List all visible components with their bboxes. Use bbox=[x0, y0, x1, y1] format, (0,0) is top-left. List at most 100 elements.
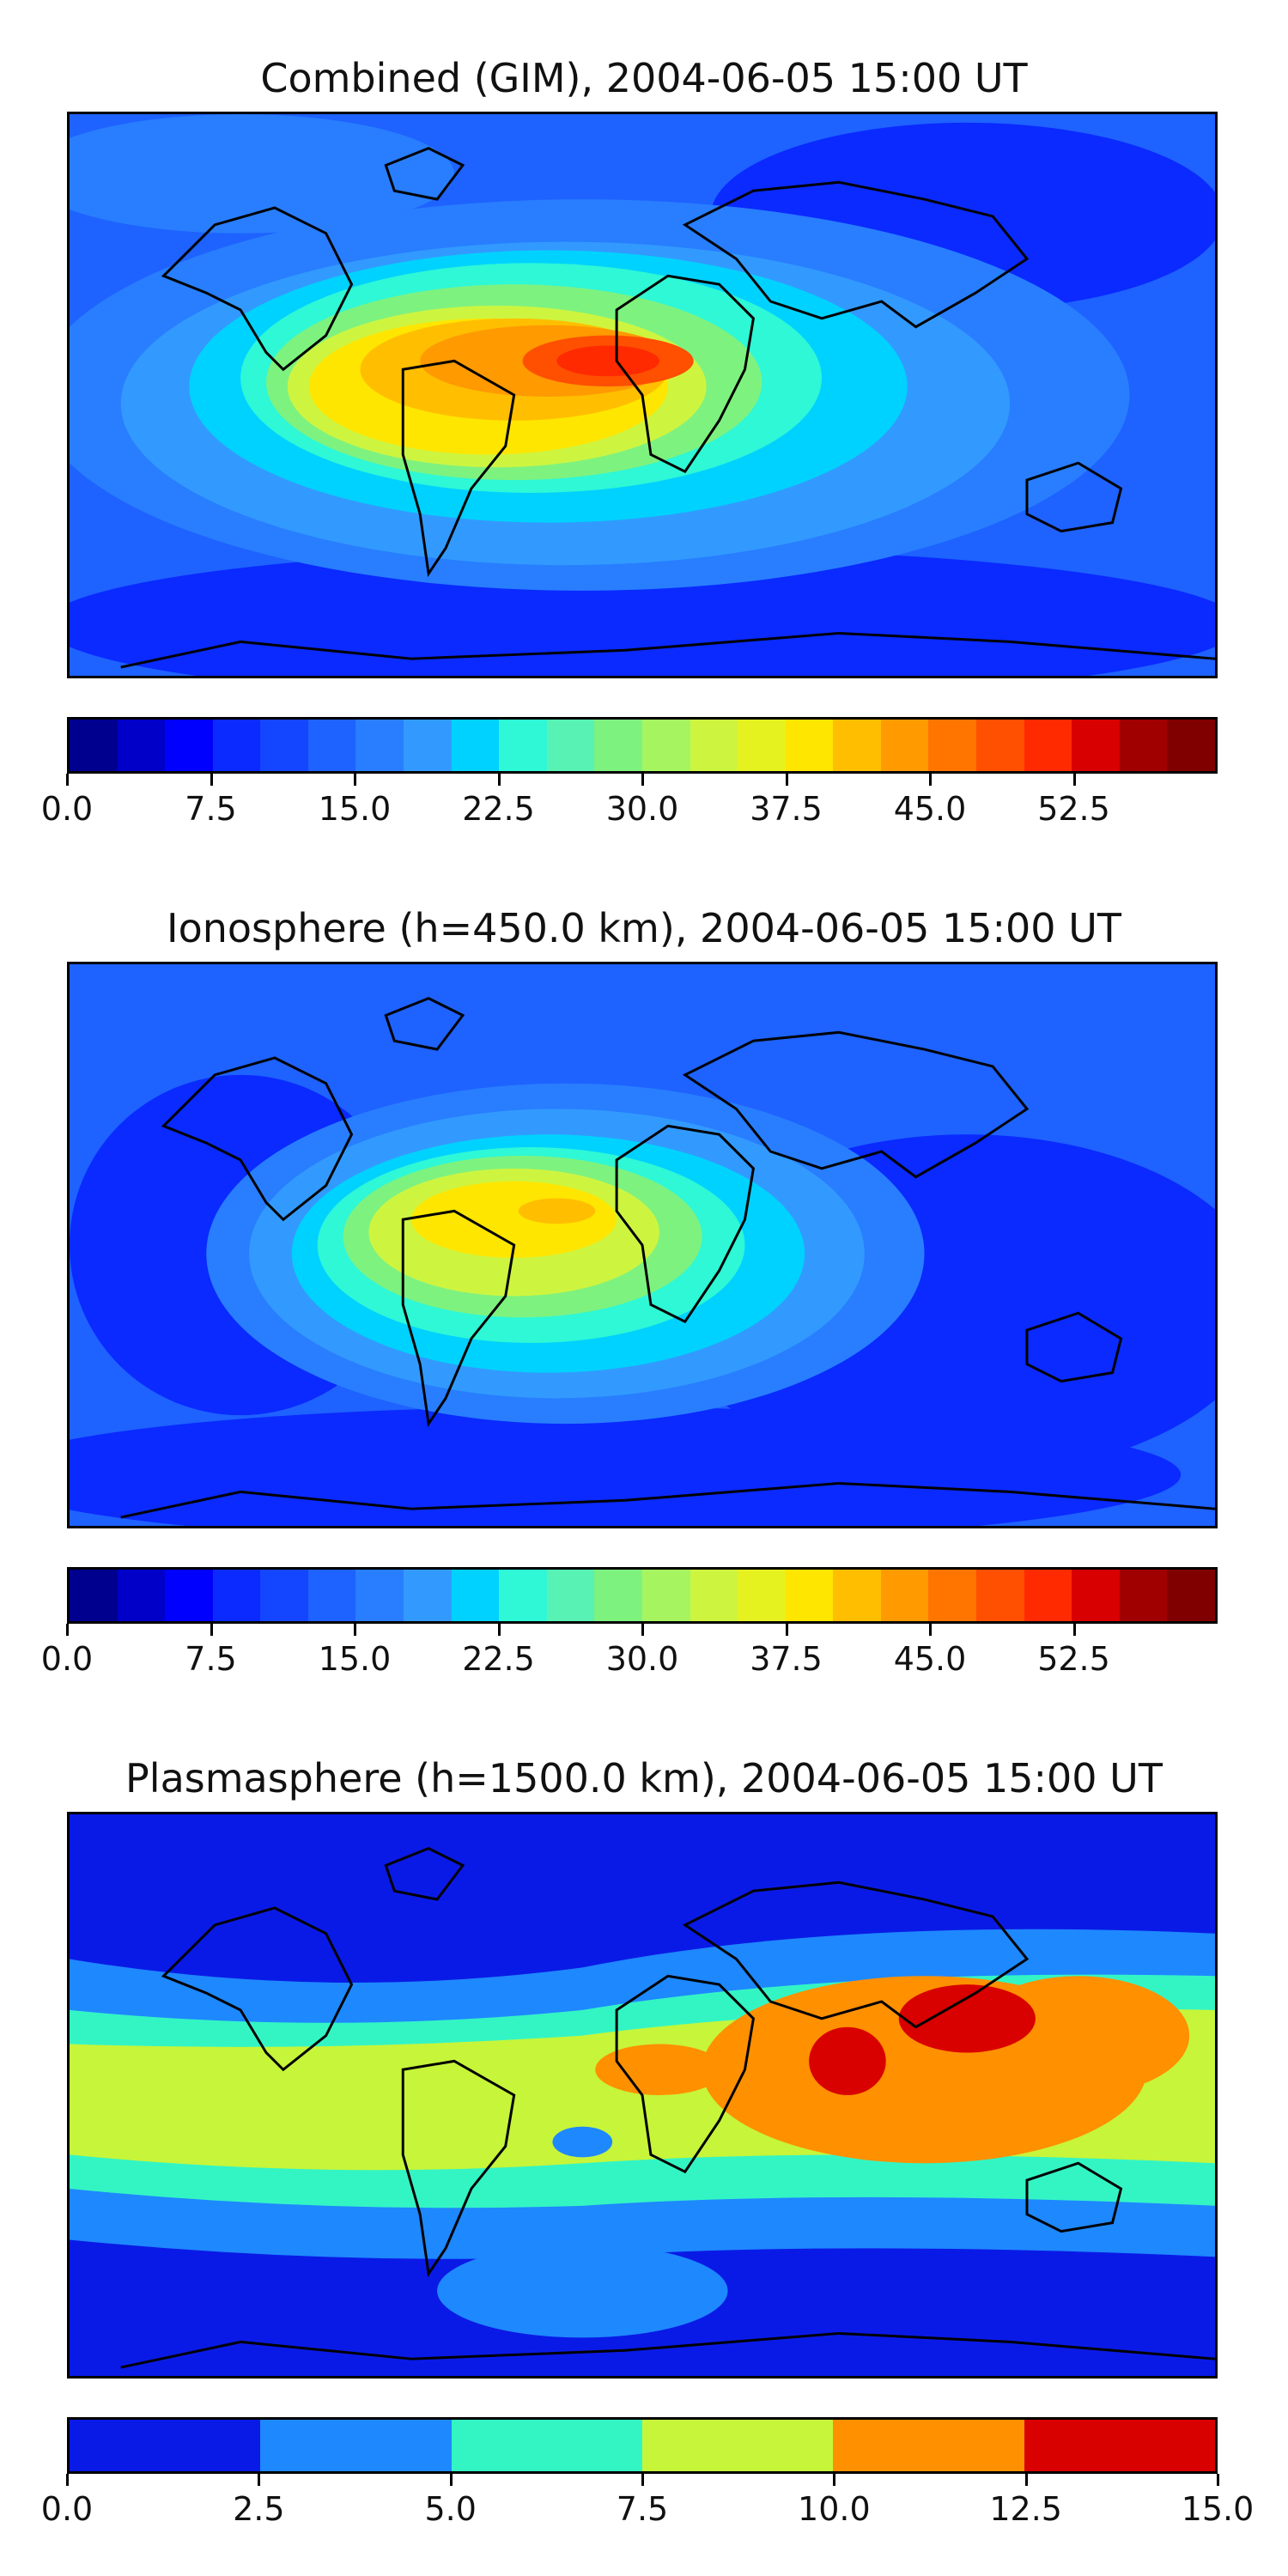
colorbar-tick-label: 37.5 bbox=[750, 790, 823, 828]
colorbar-swatch-4 bbox=[260, 1570, 308, 1621]
colorbar-tick-label: 0.0 bbox=[40, 790, 94, 828]
colorbar-tick bbox=[929, 774, 932, 786]
colorbar-swatch-5 bbox=[1024, 2420, 1215, 2471]
colorbar-tick bbox=[210, 774, 213, 786]
colorbar-tick-label: 52.5 bbox=[1037, 1640, 1110, 1678]
panel-1-title: Combined (GIM), 2004-06-05 15:00 UT bbox=[260, 55, 1028, 101]
colorbar-swatch-13 bbox=[690, 1570, 738, 1621]
colorbar-tick-label: 7.5 bbox=[185, 1640, 237, 1678]
colorbar-tick bbox=[354, 1624, 356, 1636]
colorbar-tick bbox=[258, 2474, 261, 2486]
colorbar-tick bbox=[66, 2474, 69, 2486]
colorbar-tick bbox=[497, 774, 501, 786]
colorbar-swatch-3 bbox=[641, 2420, 834, 2471]
colorbar-tick-label: 30.0 bbox=[605, 1640, 679, 1678]
colorbar-swatch-18 bbox=[928, 720, 976, 771]
colorbar-swatch-16 bbox=[833, 720, 881, 771]
colorbar-swatch-20 bbox=[1024, 720, 1072, 771]
colorbar-swatch-21 bbox=[1072, 1570, 1120, 1621]
panel-3-title: Plasmasphere (h=1500.0 km), 2004-06-05 1… bbox=[125, 1755, 1163, 1801]
colorbar-tick bbox=[66, 774, 69, 786]
colorbar-swatch-17 bbox=[880, 1570, 929, 1621]
colorbar-swatch-0 bbox=[70, 720, 118, 771]
colorbar-tick-label: 0.0 bbox=[40, 1640, 94, 1678]
colorbar-tick bbox=[66, 1624, 69, 1636]
colorbar-swatch-4 bbox=[260, 720, 308, 771]
colorbar-swatch-0 bbox=[70, 1570, 118, 1621]
colorbar-swatch-14 bbox=[738, 720, 786, 771]
colorbar-tick-label: 37.5 bbox=[750, 1640, 823, 1678]
colorbar-swatch-1 bbox=[117, 1570, 166, 1621]
colorbar-swatch-15 bbox=[785, 1570, 834, 1621]
colorbar-swatch-5 bbox=[307, 1570, 356, 1621]
colorbar-swatch-22 bbox=[1119, 1570, 1168, 1621]
colorbar-swatch-19 bbox=[975, 1570, 1024, 1621]
colorbar-tick-label: 15.0 bbox=[318, 1640, 392, 1678]
colorbar-tick bbox=[641, 2474, 644, 2486]
colorbar-tick bbox=[354, 774, 356, 786]
colorbar-tick bbox=[641, 774, 644, 786]
colorbar-swatch-1 bbox=[260, 2420, 452, 2471]
colorbar-swatch-0 bbox=[70, 2420, 261, 2471]
colorbar-tick-label: 22.5 bbox=[462, 1640, 535, 1678]
colorbar-tick-label: 45.0 bbox=[893, 790, 967, 828]
panel-2-title: Ionosphere (h=450.0 km), 2004-06-05 15:0… bbox=[167, 905, 1121, 951]
colorbar-tick bbox=[833, 2474, 836, 2486]
colorbar-tick bbox=[497, 1624, 501, 1636]
colorbar-tick bbox=[449, 2474, 453, 2486]
panel-2-colorbar bbox=[67, 1567, 1218, 1624]
colorbar-swatch-4 bbox=[833, 2420, 1024, 2471]
colorbar-tick bbox=[1072, 774, 1076, 786]
colorbar-tick-label: 7.5 bbox=[616, 2490, 669, 2528]
colorbar-swatch-12 bbox=[641, 1570, 690, 1621]
colorbar-tick-label: 7.5 bbox=[185, 790, 237, 828]
colorbar-tick bbox=[1072, 1624, 1076, 1636]
colorbar-tick-label: 52.5 bbox=[1037, 790, 1110, 828]
colorbar-swatch-3 bbox=[212, 1570, 261, 1621]
colorbar-tick bbox=[1217, 2474, 1219, 2486]
colorbar-swatch-7 bbox=[404, 720, 452, 771]
colorbar-swatch-11 bbox=[594, 1570, 642, 1621]
colorbar-tick-label: 15.0 bbox=[1181, 2490, 1255, 2528]
colorbar-swatch-21 bbox=[1072, 720, 1120, 771]
colorbar-swatch-13 bbox=[690, 720, 738, 771]
colorbar-swatch-11 bbox=[594, 720, 642, 771]
colorbar-tick bbox=[641, 1624, 644, 1636]
colorbar-tick-label: 5.0 bbox=[424, 2490, 477, 2528]
colorbar-swatch-23 bbox=[1167, 720, 1215, 771]
colorbar-tick bbox=[929, 1624, 932, 1636]
colorbar-swatch-9 bbox=[499, 1570, 547, 1621]
colorbar-swatch-9 bbox=[499, 720, 547, 771]
colorbar-tick-label: 2.5 bbox=[233, 2490, 285, 2528]
colorbar-swatch-22 bbox=[1119, 720, 1168, 771]
colorbar-tick-label: 45.0 bbox=[893, 1640, 967, 1678]
panel-3-colorbar bbox=[67, 2417, 1218, 2474]
colorbar-tick-label: 15.0 bbox=[318, 790, 392, 828]
panel-1-colorbar bbox=[67, 717, 1218, 774]
panel-3-map bbox=[67, 1812, 1218, 2379]
colorbar-swatch-6 bbox=[355, 720, 404, 771]
colorbar-tick bbox=[785, 774, 788, 786]
colorbar-swatch-6 bbox=[355, 1570, 404, 1621]
colorbar-swatch-17 bbox=[880, 720, 929, 771]
colorbar-swatch-2 bbox=[165, 720, 213, 771]
colorbar-swatch-14 bbox=[738, 1570, 786, 1621]
colorbar-swatch-2 bbox=[165, 1570, 213, 1621]
colorbar-swatch-20 bbox=[1024, 1570, 1072, 1621]
colorbar-swatch-12 bbox=[641, 720, 690, 771]
colorbar-swatch-8 bbox=[451, 1570, 500, 1621]
colorbar-swatch-3 bbox=[212, 720, 261, 771]
colorbar-tick bbox=[210, 1624, 213, 1636]
colorbar-swatch-18 bbox=[928, 1570, 976, 1621]
colorbar-tick-label: 30.0 bbox=[605, 790, 679, 828]
panel-2-map bbox=[67, 962, 1218, 1528]
panel-1-map bbox=[67, 112, 1218, 678]
colorbar-tick bbox=[785, 1624, 788, 1636]
colorbar-swatch-23 bbox=[1167, 1570, 1215, 1621]
colorbar-swatch-5 bbox=[307, 720, 356, 771]
colorbar-tick bbox=[1024, 2474, 1028, 2486]
colorbar-swatch-1 bbox=[117, 720, 166, 771]
colorbar-swatch-19 bbox=[975, 720, 1024, 771]
colorbar-swatch-15 bbox=[785, 720, 834, 771]
colorbar-swatch-2 bbox=[451, 2420, 642, 2471]
